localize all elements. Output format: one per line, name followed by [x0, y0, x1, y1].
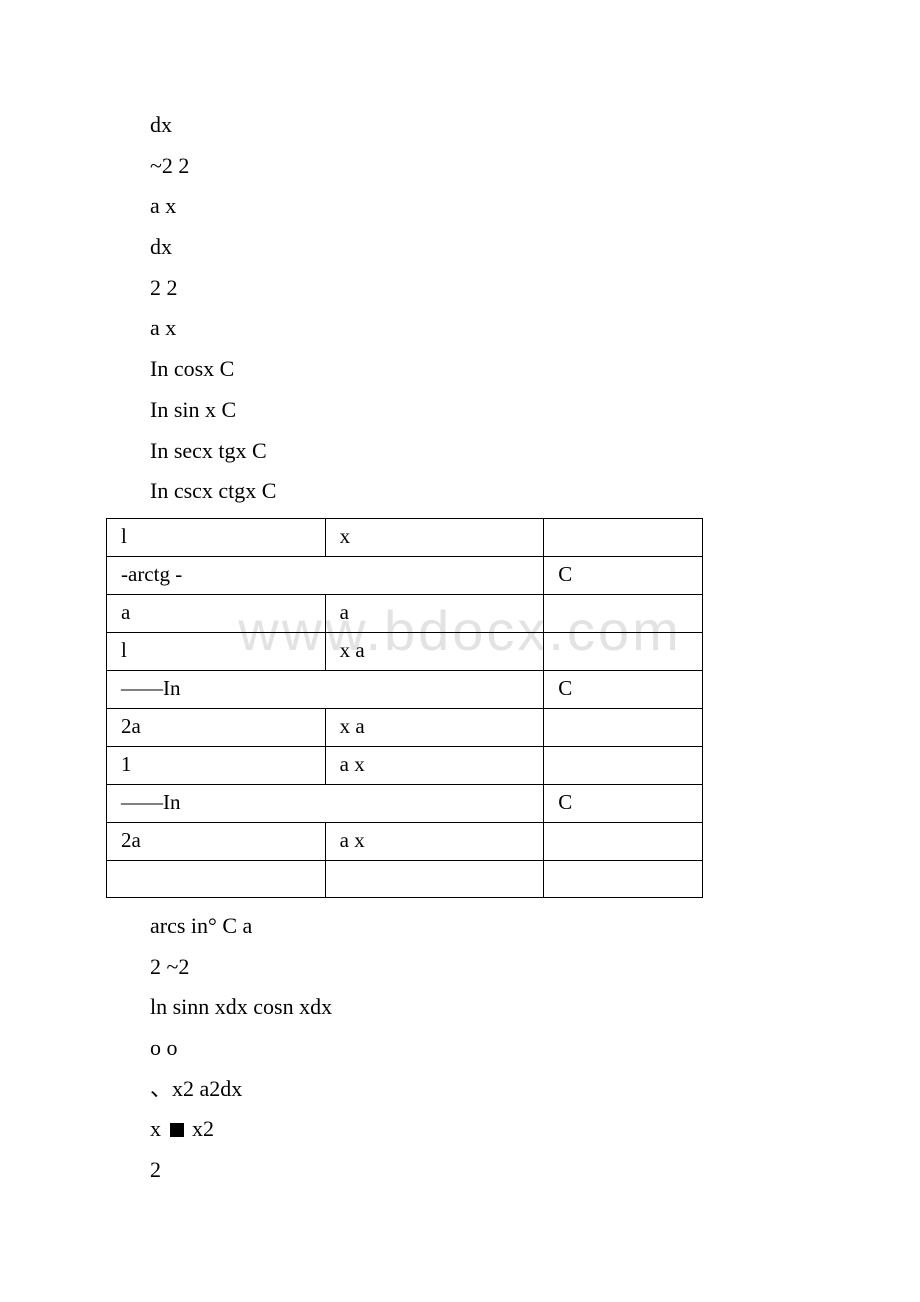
doc-line: 2 2: [150, 268, 770, 309]
doc-line: arcs in° C a: [150, 906, 770, 947]
table-cell: a: [325, 594, 544, 632]
table-cell: [544, 708, 703, 746]
table-cell: [107, 860, 326, 897]
table-cell: [544, 632, 703, 670]
table-cell: [544, 860, 703, 897]
table-cell: a: [107, 594, 326, 632]
table-cell: -arctg -: [107, 556, 544, 594]
doc-line: dx: [150, 105, 770, 146]
table-cell: ——In: [107, 670, 544, 708]
text-block-after-table: arcs in° C a 2 ~2 ln sinn xdx cosn xdx o…: [150, 906, 770, 1191]
doc-line: In cscx ctgx C: [150, 471, 770, 512]
table-row: lx: [107, 518, 703, 556]
doc-line: ~2 2: [150, 146, 770, 187]
table-cell: [544, 746, 703, 784]
table-row: 2ax a: [107, 708, 703, 746]
table-cell: x a: [325, 632, 544, 670]
table-cell: C: [544, 670, 703, 708]
table-cell: [325, 860, 544, 897]
doc-line: In sin x C: [150, 390, 770, 431]
table-cell: a x: [325, 746, 544, 784]
table-cell: 2a: [107, 822, 326, 860]
square-icon: [170, 1123, 184, 1137]
doc-line: 、x2 a2dx: [150, 1069, 770, 1110]
doc-line: 2 ~2: [150, 947, 770, 988]
doc-line: o o: [150, 1028, 770, 1069]
table-row: 2aa x: [107, 822, 703, 860]
table-cell: x a: [325, 708, 544, 746]
doc-line: a x: [150, 186, 770, 227]
table-row: [107, 860, 703, 897]
table-cell: a x: [325, 822, 544, 860]
doc-line: In secx tgx C: [150, 431, 770, 472]
table-row: 1a x: [107, 746, 703, 784]
text-block-before-table: dx ~2 2 a x dx 2 2 a x In cosx C In sin …: [150, 105, 770, 512]
doc-line: ln sinn xdx cosn xdx: [150, 987, 770, 1028]
table-cell: C: [544, 556, 703, 594]
table-cell: x: [325, 518, 544, 556]
doc-line: a x: [150, 308, 770, 349]
table-row: aa: [107, 594, 703, 632]
doc-line: dx: [150, 227, 770, 268]
table-cell: [544, 518, 703, 556]
doc-line-with-square: x x2: [150, 1109, 770, 1150]
table-cell: C: [544, 784, 703, 822]
table-cell: l: [107, 632, 326, 670]
table-row: lx a: [107, 632, 703, 670]
table-row: -arctg -C: [107, 556, 703, 594]
table-cell: [544, 594, 703, 632]
table-cell: 2a: [107, 708, 326, 746]
table-row: ——InC: [107, 670, 703, 708]
table-cell: [544, 822, 703, 860]
doc-line: 2: [150, 1150, 770, 1191]
table-row: ——InC: [107, 784, 703, 822]
formula-table: lx-arctg -Caalx a——InC2ax a1a x——InC2aa …: [106, 518, 703, 898]
table-cell: l: [107, 518, 326, 556]
document-content: dx ~2 2 a x dx 2 2 a x In cosx C In sin …: [150, 105, 770, 1191]
doc-line: In cosx C: [150, 349, 770, 390]
table-cell: ——In: [107, 784, 544, 822]
table-cell: 1: [107, 746, 326, 784]
